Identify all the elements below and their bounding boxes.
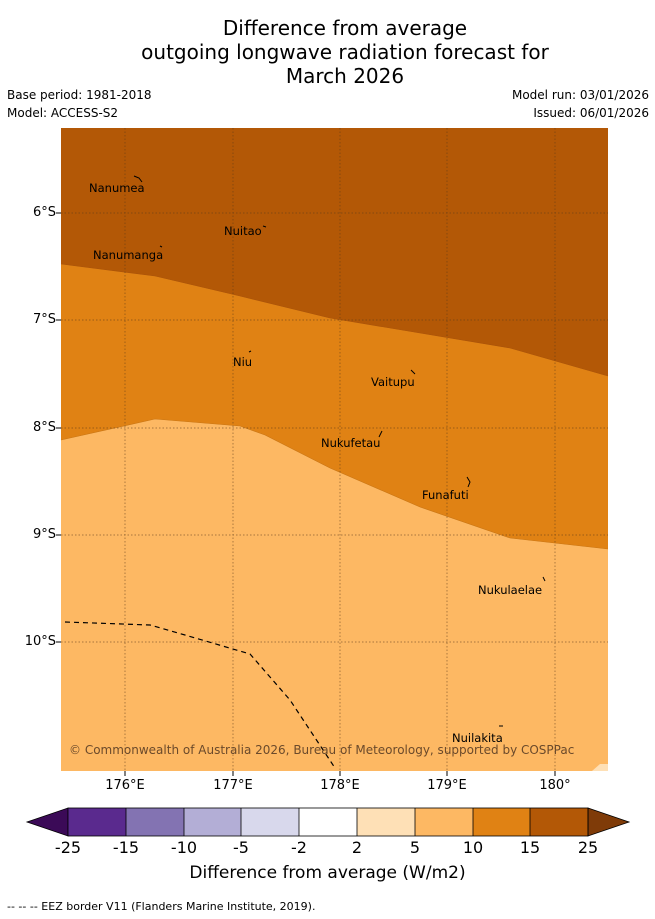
lon-label-179e: 179°E	[427, 778, 467, 793]
colorbar	[25, 807, 631, 837]
colorbar-swatch-8	[473, 808, 530, 836]
colorbar-tick: 10	[462, 838, 484, 857]
model-run: Model run: 03/01/2026	[511, 88, 649, 102]
colorbar-tick: -5	[233, 838, 249, 857]
colorbar-tick: -25	[54, 838, 82, 857]
lat-label-7s: 7°S	[32, 312, 56, 327]
axis-ticks	[56, 212, 556, 776]
band-2-5	[592, 764, 608, 771]
colorbar-swatch-4	[241, 808, 299, 836]
contour-10	[60, 418, 609, 550]
place-label: Nuilakita	[452, 731, 503, 745]
place-label: Vaitupu	[371, 375, 415, 389]
lon-label-178e: 178°E	[320, 778, 360, 793]
colorbar-swatch-6	[357, 808, 415, 836]
eez-legend: -- -- -- EEZ border V11 (Flanders Marine…	[7, 900, 316, 913]
place-label: Nuitao	[224, 224, 262, 238]
eez-border	[64, 621, 336, 769]
colorbar-tick: 2	[351, 838, 363, 857]
colorbar-swatch-2	[126, 808, 184, 836]
colorbar-swatch-3	[184, 808, 241, 836]
lat-label-8s: 8°S	[32, 420, 56, 435]
colorbar-tick: 5	[409, 838, 421, 857]
place-label: Niu	[233, 355, 253, 369]
colorbar-extend-max	[587, 807, 631, 837]
lat-label-10s: 10°S	[24, 634, 56, 649]
place-label: Nukulaelae	[478, 583, 543, 597]
contour-15	[60, 263, 609, 377]
colorbar-tick: -10	[170, 838, 198, 857]
colorbar-swatch-5	[299, 808, 357, 836]
colorbar-swatch-7	[415, 808, 473, 836]
colorbar-tick: 25	[577, 838, 599, 857]
lat-label-9s: 9°S	[32, 527, 56, 542]
title-line-3: March 2026	[285, 64, 405, 88]
lon-label-180: 180°	[539, 778, 571, 793]
title-line-1: Difference from average	[222, 16, 468, 40]
lon-label-176e: 176°E	[105, 778, 145, 793]
issued-date: Issued: 06/01/2026	[533, 106, 649, 120]
colorbar-tick: -2	[291, 838, 307, 857]
island-shapes	[133, 175, 546, 727]
map-title: Difference from average outgoing longwav…	[0, 16, 655, 88]
copyright-notice: © Commonwealth of Australia 2026, Bureau…	[69, 743, 575, 757]
lon-label-177e: 177°E	[213, 778, 253, 793]
place-label: Funafuti	[422, 488, 469, 502]
title-line-2: outgoing longwave radiation forecast for	[141, 40, 549, 64]
band-5-10	[61, 419, 608, 771]
base-period: Base period: 1981-2018	[7, 88, 152, 102]
place-label: Nanumanga	[93, 248, 164, 262]
colorbar-tick: -15	[112, 838, 140, 857]
colorbar-tick: 15	[519, 838, 541, 857]
model-name: Model: ACCESS-S2	[7, 106, 119, 120]
colorbar-title: Difference from average (W/m2)	[189, 863, 466, 883]
gridlines	[61, 128, 608, 771]
colorbar-swatch-9	[530, 808, 588, 836]
lat-label-6s: 6°S	[32, 205, 56, 220]
colorbar-extend-min	[25, 807, 69, 837]
place-label: Nukufetau	[321, 436, 381, 450]
place-label: Nanumea	[89, 181, 145, 195]
colorbar-swatch-1	[68, 808, 126, 836]
